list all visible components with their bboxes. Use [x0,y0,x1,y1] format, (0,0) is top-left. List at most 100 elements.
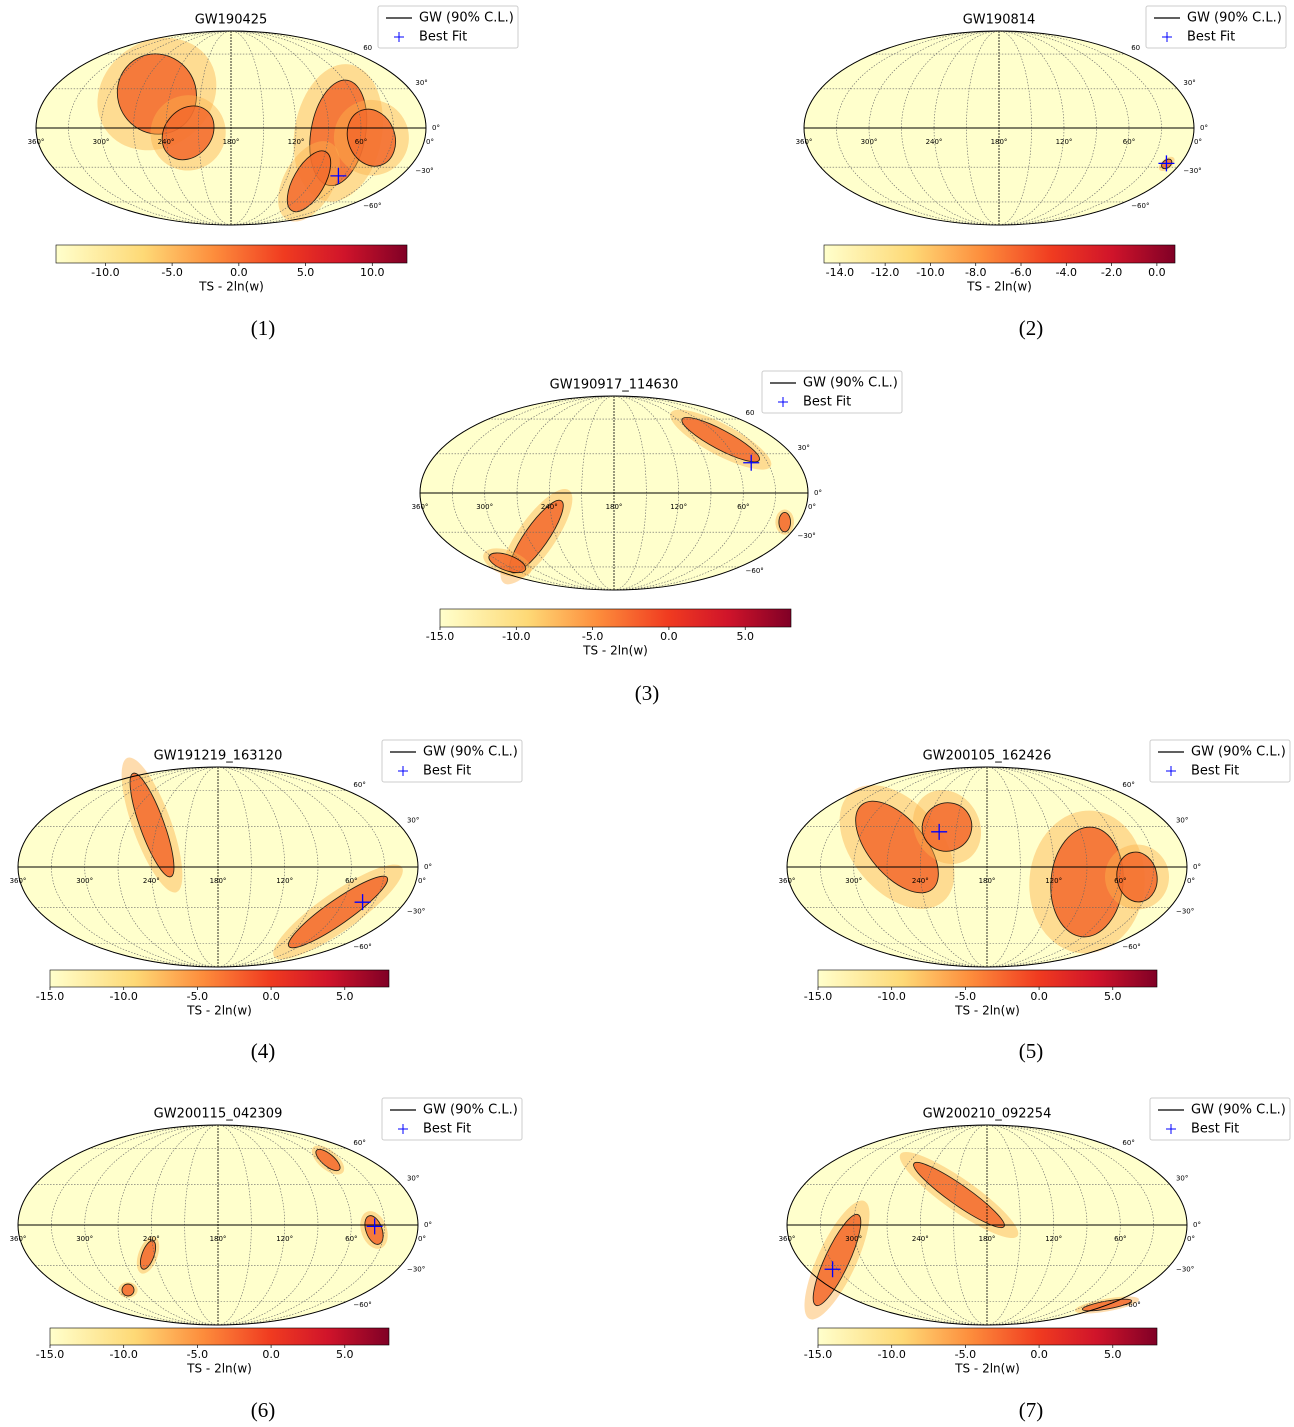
lat-label: −30° [797,532,815,540]
heat-region [139,1240,157,1270]
colorbar-label: TS - 2ln(w) [186,1004,252,1018]
best-fit-marker [931,823,948,840]
legend-box [761,370,903,414]
lat-label: −60° [1122,943,1140,951]
colorbar-tick-label: -15.0 [426,630,454,643]
lon-label: 360° [10,877,27,885]
lon-label: 0° [426,138,434,146]
colorbar-label: TS - 2ln(w) [954,1004,1020,1018]
lat-label: 30° [1183,79,1195,87]
colorbar-tick-label: -5.0 [582,630,603,643]
colorbar-tick-label: 0.0 [1148,266,1166,279]
lon-label: 0° [1194,138,1202,146]
legend-label: Best Fit [803,395,851,410]
colorbar-tick-label: 10.0 [360,266,385,279]
lat-label: −60° [1131,202,1149,210]
lat-label: 60 [746,409,755,417]
best-fit-marker [743,454,760,471]
chart-title: GW200210_092254 [923,1107,1052,1122]
meridian [484,395,615,591]
legend-label: GW (90% C.L.) [1187,11,1282,26]
lon-label: 0° [418,877,426,885]
legend-marker [778,397,788,407]
legend-label: Best Fit [1191,1122,1239,1137]
colorbar-label: TS - 2ln(w) [198,280,264,294]
legend-marker [394,32,404,42]
map-border [17,766,419,968]
lat-label: 0° [1193,1221,1201,1229]
chart-title: GW190917_114630 [550,378,679,393]
colorbar [817,969,1158,988]
colorbar-tick-label: -8.0 [965,266,986,279]
panel-caption: (2) [1019,316,1044,340]
heat-region [681,416,760,463]
lon-label: 300° [476,503,493,511]
lon-label: 0° [1187,1235,1195,1243]
legend-box [381,739,523,783]
meridian [613,395,680,591]
lat-label: 60° [1122,1139,1134,1147]
lat-label: −60° [353,1301,371,1309]
lon-label: 240° [143,1235,160,1243]
heat-region [1116,851,1158,903]
heat-region [488,552,527,574]
heat-region [121,1283,135,1297]
lon-label: 180° [223,138,240,146]
colorbar-tick-label: -10.0 [877,990,905,1003]
lat-label: 0° [1193,863,1201,871]
colorbar-tick-label: -5.0 [187,990,208,1003]
map-border [17,1124,419,1326]
lat-label: 60° [353,1139,365,1147]
lon-label: 360° [28,138,45,146]
legend-marker [1166,1124,1176,1134]
heat-region [364,1215,384,1245]
legend-label: Best Fit [1191,764,1239,779]
lat-label: −30° [407,907,425,915]
panel-caption: (7) [1019,1398,1044,1422]
chart-title: GW190814 [963,13,1036,28]
map-border [786,766,1188,968]
colorbar-tick-label: 5.0 [297,266,315,279]
lat-label: 0° [432,124,440,132]
lon-label: 240° [912,877,929,885]
colorbar-tick-label: -5.0 [955,1348,976,1361]
lat-label: 30° [415,79,427,87]
colorbar-tick-label: -15.0 [36,1348,64,1361]
lat-label: 0° [424,1221,432,1229]
lat-label: 0° [814,489,822,497]
lat-label: −30° [407,1265,425,1273]
legend-label: GW (90% C.L.) [419,11,514,26]
lon-label: 120° [670,503,687,511]
legend-box [1149,739,1291,783]
map-border [419,395,809,591]
lon-label: 180° [210,1235,227,1243]
lon-label: 360° [796,138,813,146]
lat-label: −60° [746,567,764,575]
lon-label: 60° [737,503,749,511]
meridian [613,395,777,591]
legend-label: Best Fit [1187,30,1235,45]
legend-label: GW (90% C.L.) [1191,1103,1286,1118]
colorbar-tick-label: -5.0 [161,266,182,279]
lon-label: 0° [1187,877,1195,885]
lon-label: 180° [606,503,623,511]
colorbar-tick-label: -4.0 [1056,266,1077,279]
best-fit-marker [1158,155,1175,172]
lon-label: 0° [808,503,816,511]
chart-title: GW200115_042309 [154,1107,283,1122]
colorbar-tick-label: 5.0 [1104,1348,1122,1361]
sky-map: 60° 30° 0° −30° −60° 360° 300° 240° 180° 120° 60° 0… [10,757,432,968]
lon-label: 180° [991,138,1008,146]
lat-label: −30° [415,167,433,175]
map-border [803,30,1195,226]
chart-title: GW191219_163120 [154,749,283,764]
lon-label: 120° [1045,1235,1062,1243]
lon-label: 300° [845,1235,862,1243]
colorbar-tick-label: -10.0 [91,266,119,279]
meridian [613,395,647,591]
chart-title: GW190425 [195,13,268,28]
panel-caption: (5) [1019,1039,1044,1063]
lon-label: 0° [418,1235,426,1243]
panel-caption: (4) [251,1039,276,1063]
lon-label: 60° [345,1235,357,1243]
